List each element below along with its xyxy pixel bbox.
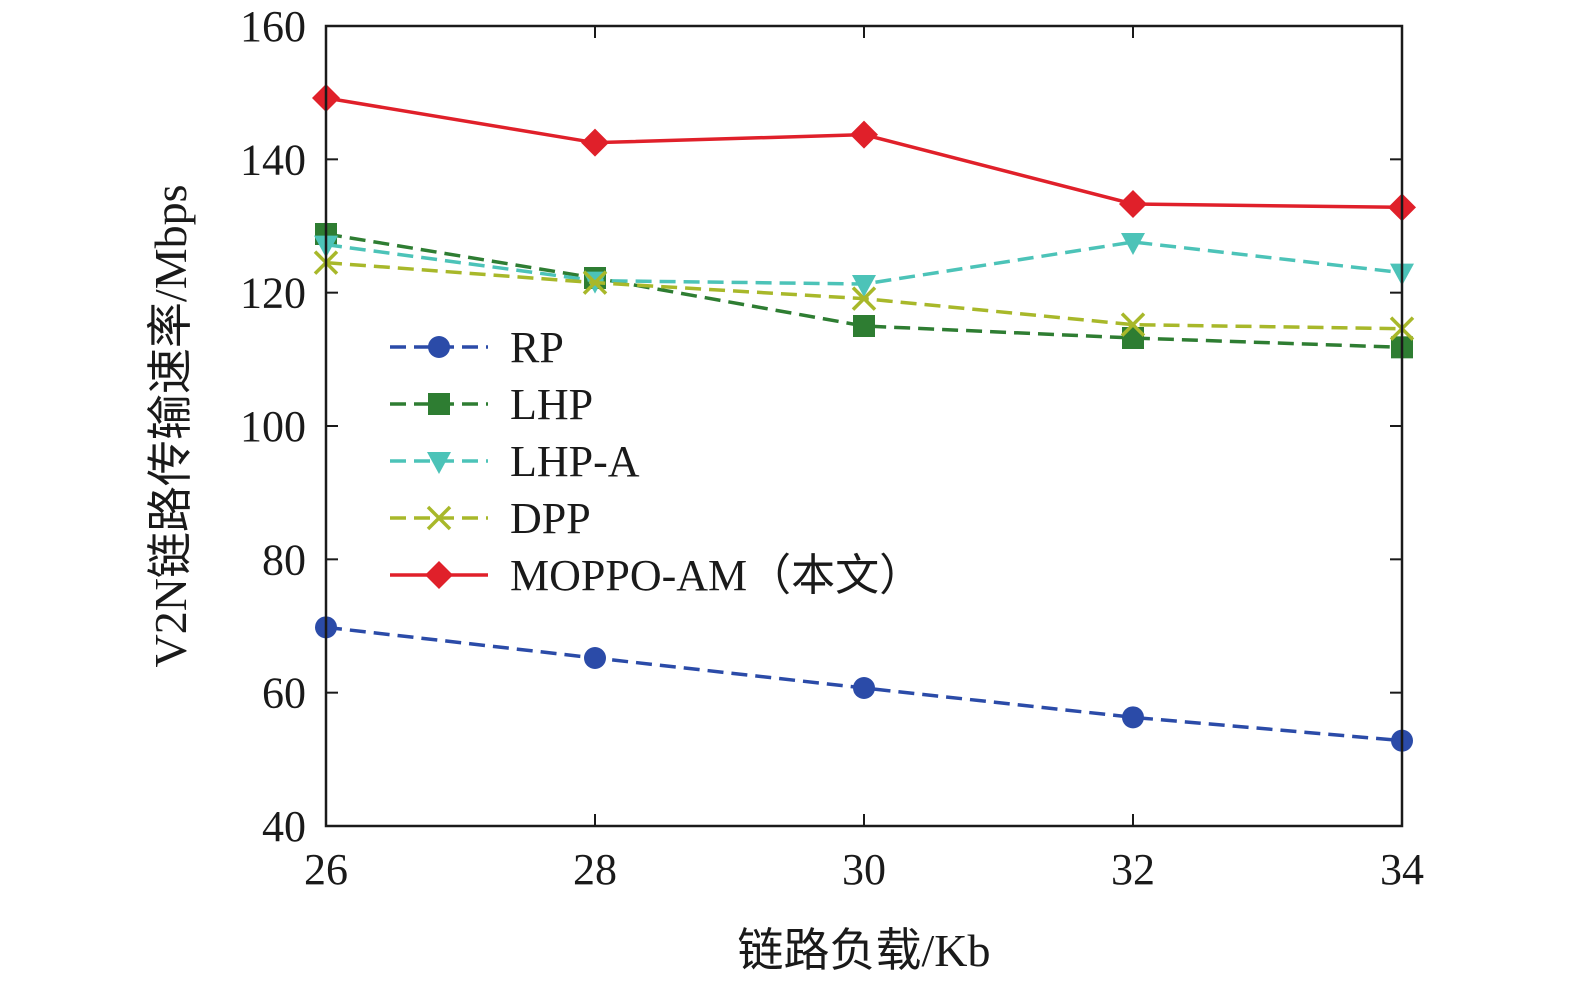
data-point (850, 120, 878, 149)
y-axis-label: V2N链路传输速率/Mbps (145, 184, 196, 667)
legend-label: LHP-A (510, 437, 640, 486)
series-rp (315, 616, 1413, 752)
legend-item: LHP (390, 380, 593, 429)
y-tick-label: 60 (262, 669, 306, 718)
data-point (853, 677, 875, 699)
x-tick-label: 34 (1380, 845, 1424, 894)
legend-label: DPP (510, 494, 591, 543)
y-tick-label: 120 (240, 269, 306, 318)
data-point (584, 647, 606, 669)
series-layer (312, 84, 1416, 752)
legend-item: RP (390, 323, 564, 372)
y-tick-label: 40 (262, 802, 306, 851)
legend: RP LHP LHP-A DPP MOPPO-AM（本文） (390, 323, 923, 600)
y-tick-label: 100 (240, 402, 306, 451)
x-tick-label: 30 (842, 845, 886, 894)
x-tick-label: 32 (1111, 845, 1155, 894)
data-point (1120, 312, 1146, 337)
y-tick-label: 160 (240, 2, 306, 51)
x-axis-label: 链路负载/Kb (738, 925, 991, 976)
data-point (1122, 706, 1144, 729)
data-point (852, 275, 876, 297)
legend-marker (428, 393, 450, 415)
data-point (1121, 233, 1145, 255)
y-tick-label: 140 (240, 135, 306, 184)
legend-marker (426, 505, 452, 531)
legend-label: RP (510, 323, 564, 372)
legend-marker (425, 561, 453, 589)
legend-marker (428, 336, 450, 358)
data-point (853, 315, 875, 337)
series-lhp-a (314, 233, 1414, 297)
series-line (325, 232, 1403, 350)
ticks-layer: 26 28 30 32 34 40 60 80 100 120 140 160 (240, 2, 1424, 894)
legend-label: LHP (510, 380, 593, 429)
legend-item: DPP (390, 494, 591, 543)
x-tick-label: 26 (304, 845, 348, 894)
legend-marker (427, 452, 451, 474)
data-point (1119, 190, 1147, 218)
series-line (325, 96, 1403, 210)
series-dpp (313, 250, 1415, 341)
series-moppo-am (312, 84, 1416, 222)
legend-label: MOPPO-AM（本文） (510, 551, 923, 600)
x-tick-label: 28 (573, 845, 617, 894)
data-point (851, 286, 877, 311)
legend-item: LHP-A (390, 437, 640, 486)
legend-item: MOPPO-AM（本文） (390, 551, 923, 600)
y-tick-label: 80 (262, 535, 306, 584)
data-point (581, 128, 609, 157)
data-point (582, 270, 608, 295)
